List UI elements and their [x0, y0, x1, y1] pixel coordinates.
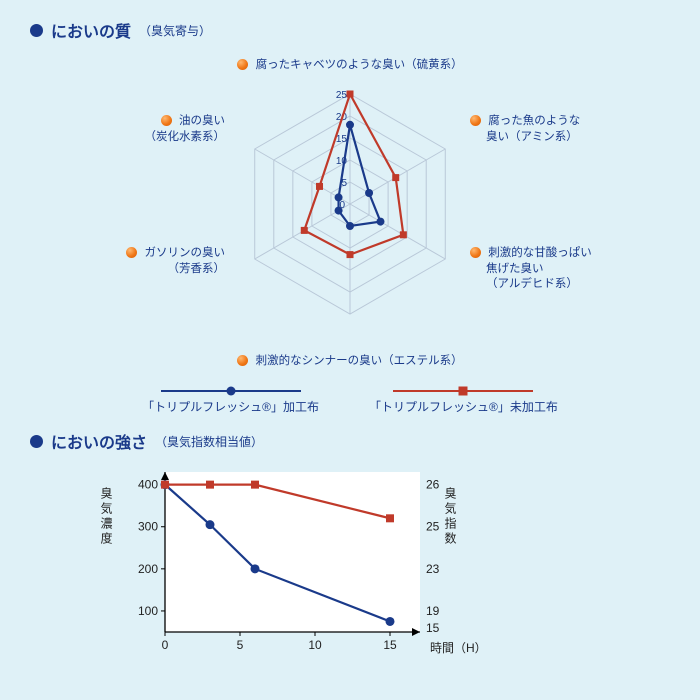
- square-marker-icon: [459, 387, 468, 396]
- axis-label-ll: ガソリンの臭い （芳香系）: [70, 246, 225, 277]
- circle-marker-icon: [226, 387, 235, 396]
- orange-bullet-icon: [470, 247, 481, 258]
- orange-bullet-icon: [126, 247, 137, 258]
- axis-label-bottom: 刺激的なシンナーの臭い（エステル系）: [220, 354, 480, 370]
- svg-text:15: 15: [336, 134, 348, 145]
- svg-text:19: 19: [426, 604, 440, 618]
- heading-bullet-icon: [30, 435, 43, 448]
- radar-heading: においの質 （臭気寄与）: [30, 18, 670, 42]
- x-axis-label: 時間（H）: [430, 639, 487, 656]
- orange-bullet-icon: [237, 59, 248, 70]
- axis-label-ur: 腐った魚のような 臭い（アミン系）: [470, 114, 580, 145]
- legend-item-blue: 「トリプルフレッシュ®」加工布: [142, 390, 319, 415]
- legend-line-blue: [161, 390, 301, 392]
- svg-text:100: 100: [138, 604, 158, 618]
- radar-subtitle: （臭気寄与）: [139, 22, 211, 39]
- line-heading: においの強さ （臭気指数相当値）: [30, 429, 670, 453]
- svg-text:15: 15: [426, 621, 440, 635]
- svg-text:10: 10: [308, 638, 322, 652]
- svg-text:5: 5: [237, 638, 244, 652]
- svg-text:400: 400: [138, 478, 158, 492]
- svg-text:25: 25: [336, 90, 348, 101]
- line-title: においの強さ: [51, 429, 147, 453]
- svg-text:15: 15: [383, 638, 397, 652]
- y-axis-label: 臭気濃度: [98, 487, 115, 547]
- svg-text:26: 26: [426, 478, 440, 492]
- svg-text:200: 200: [138, 562, 158, 576]
- radar-svg: 5101520250: [220, 54, 480, 334]
- orange-bullet-icon: [161, 115, 172, 126]
- svg-text:23: 23: [426, 562, 440, 576]
- line-chart: 臭気濃度 臭気指数 1002003004000510151519232526 時…: [120, 457, 700, 687]
- line-svg: 100 200 300 400 0 5 10 15 15 19 23 25 26: [120, 457, 480, 657]
- svg-text:0: 0: [162, 638, 169, 652]
- radar-chart: 5101520250 腐ったキャベツのような臭い（硫黄系） 腐った魚のような 臭…: [30, 46, 670, 386]
- svg-text:25: 25: [426, 520, 440, 534]
- legend: 「トリプルフレッシュ®」加工布 「トリプルフレッシュ®」未加工布: [30, 390, 670, 415]
- axis-label-lr: 刺激的な甘酸っぱい 焦げた臭い （アルデヒド系）: [470, 246, 592, 293]
- legend-item-red: 「トリプルフレッシュ®」未加工布: [369, 390, 558, 415]
- axis-label-top: 腐ったキャベツのような臭い（硫黄系）: [220, 58, 480, 74]
- heading-bullet-icon: [30, 24, 43, 37]
- legend-line-red: [393, 390, 533, 392]
- y2-axis-label: 臭気指数: [442, 487, 459, 547]
- radar-title: においの質: [51, 18, 131, 42]
- orange-bullet-icon: [470, 115, 481, 126]
- line-subtitle: （臭気指数相当値）: [155, 433, 263, 450]
- orange-bullet-icon: [237, 355, 248, 366]
- axis-label-ul: 油の臭い （炭化水素系）: [100, 114, 225, 145]
- svg-text:300: 300: [138, 520, 158, 534]
